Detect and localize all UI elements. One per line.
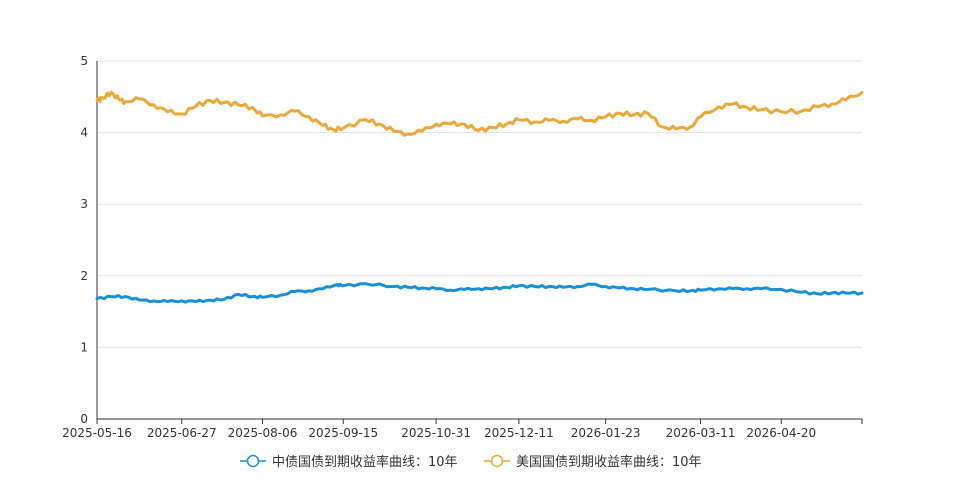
x-tick-label: 2026-03-11: [666, 426, 736, 440]
x-tick-label: 2026-04-20: [746, 426, 816, 440]
legend-item[interactable]: 美国国债到期收益率曲线：10年: [484, 454, 702, 470]
grid-lines: [97, 60, 862, 348]
x-axis: 2025-05-16 2025-06-27 2025-08-06 2025-09-15…: [62, 61, 863, 440]
x-tick-label: 2025-10-31: [401, 426, 471, 440]
y-tick-label: 3: [80, 197, 88, 211]
x-tick-label: 2026-01-23: [571, 426, 641, 440]
x-tick-label: 2025-08-06: [228, 426, 298, 440]
legend-label: 中债国债到期收益率曲线：10年: [272, 454, 458, 470]
series-line: [95, 91, 864, 137]
series-lines: [95, 91, 864, 304]
series-line: [95, 282, 864, 304]
x-tick-label: 2025-12-11: [484, 426, 554, 440]
legend-label: 美国国债到期收益率曲线：10年: [516, 454, 702, 470]
legend-marker-icon: [246, 454, 260, 468]
legend-item[interactable]: 中债国债到期收益率曲线：10年: [240, 454, 458, 470]
y-tick-label: 4: [80, 126, 88, 140]
x-tick-label: 2025-06-27: [147, 426, 217, 440]
y-tick-label: 1: [80, 340, 88, 354]
y-tick-label: 5: [80, 54, 88, 68]
x-tick-label: 2025-05-16: [62, 426, 132, 440]
legend[interactable]: 中债国债到期收益率曲线：10年 美国国债到期收益率曲线：10年: [240, 454, 702, 470]
y-tick-label: 0: [80, 412, 88, 426]
legend-marker-icon: [490, 454, 504, 468]
x-tick-label: 2025-09-15: [308, 426, 378, 440]
y-tick-label: 2: [80, 269, 88, 283]
y-axis-tick-labels: 0 1 2 3 4 5: [80, 54, 88, 426]
